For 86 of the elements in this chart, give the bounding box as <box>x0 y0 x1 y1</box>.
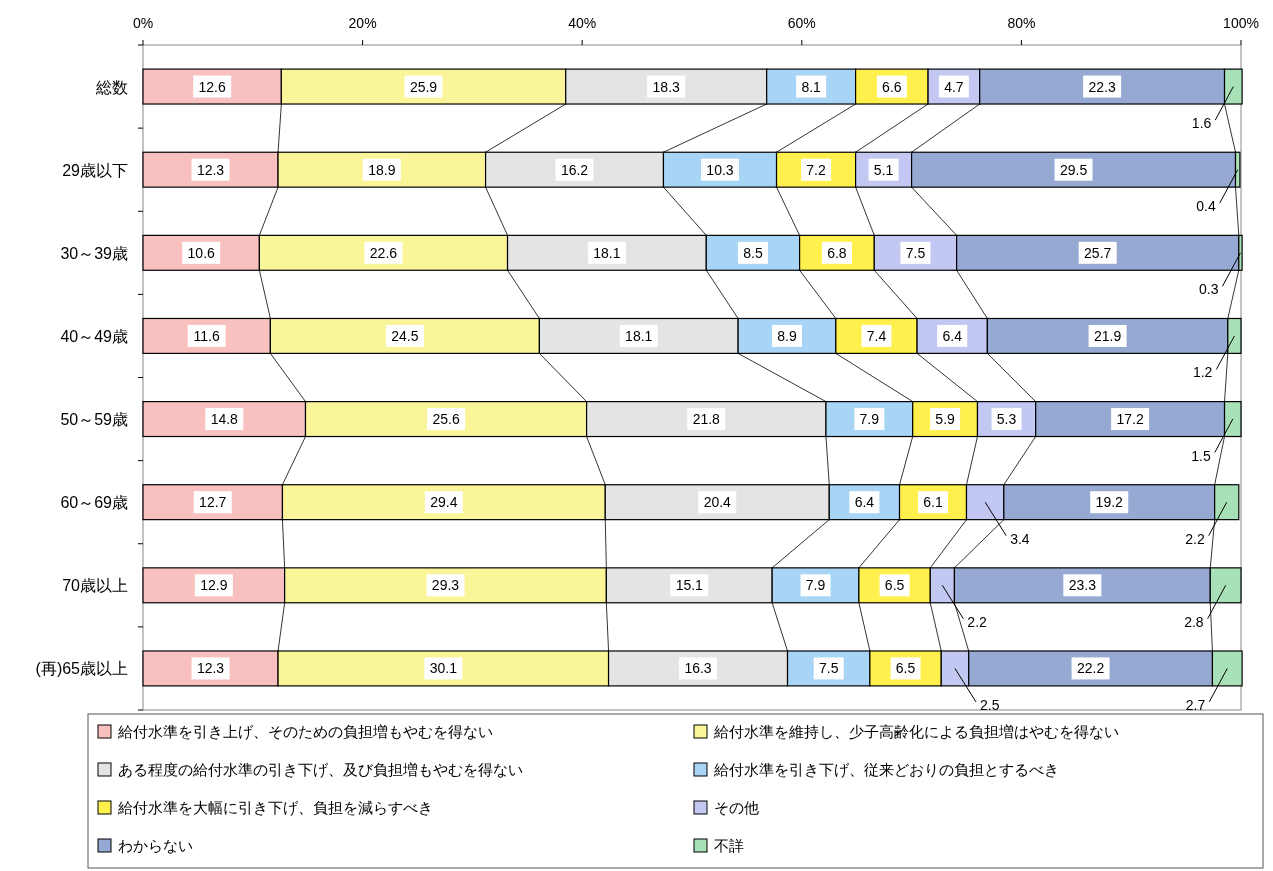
data-label: 21.9 <box>1093 327 1122 344</box>
data-label: 7.5 <box>818 660 839 677</box>
data-label: 25.7 <box>1084 244 1112 261</box>
legend-label: 給付水準を大幅に引き下げ、負担を減らすべき <box>117 799 433 816</box>
data-label: 18.9 <box>368 161 396 178</box>
data-label: 7.2 <box>806 161 827 178</box>
data-label: 5.9 <box>935 411 956 428</box>
data-label: 10.3 <box>706 161 734 178</box>
x-tick-label: 60% <box>787 15 816 31</box>
data-label: 5.1 <box>873 161 894 178</box>
x-tick-label: 40% <box>568 15 597 31</box>
data-label: 17.2 <box>1116 411 1144 428</box>
data-label: 8.1 <box>801 78 822 95</box>
data-label: 6.4 <box>854 494 875 511</box>
x-tick-label: 20% <box>348 15 377 31</box>
legend-label: ある程度の給付水準の引き下げ、及び負担増もやむを得ない <box>118 761 523 778</box>
data-label: 6.4 <box>942 327 963 344</box>
legend-label: 給付水準を引き下げ、従来どおりの負担とするべき <box>713 761 1059 778</box>
data-label: 6.1 <box>923 494 943 511</box>
data-label: 6.5 <box>895 660 916 677</box>
data-label: 19.2 <box>1095 494 1124 511</box>
data-label: 3.4 <box>1010 530 1030 547</box>
data-label: 6.8 <box>827 244 847 261</box>
data-label: 16.2 <box>560 161 589 178</box>
data-label: 29.4 <box>430 494 458 511</box>
data-label: 21.8 <box>692 411 721 428</box>
data-label: 1.5 <box>1191 447 1211 464</box>
data-label: 29.3 <box>431 577 460 594</box>
x-tick-label: 80% <box>1007 15 1036 31</box>
data-label: 11.6 <box>193 327 220 344</box>
data-label: 10.6 <box>187 244 216 261</box>
data-label: 22.2 <box>1076 660 1105 677</box>
legend-label: その他 <box>714 799 759 816</box>
data-label: 6.6 <box>882 78 902 95</box>
data-label: 1.6 <box>1191 115 1212 132</box>
data-label: 5.3 <box>996 411 1017 428</box>
data-label: 16.3 <box>684 660 712 677</box>
data-label: 14.8 <box>210 411 239 428</box>
data-label: 0.3 <box>1198 281 1219 298</box>
data-label: 25.6 <box>432 411 460 428</box>
data-label: 15.1 <box>675 577 704 594</box>
data-label: 4.7 <box>944 78 964 95</box>
data-label: 8.5 <box>743 244 763 261</box>
legend-label: 不詳 <box>714 837 744 854</box>
data-label: 12.3 <box>196 660 225 677</box>
data-label: 25.9 <box>409 78 438 95</box>
y-tick-label: 30～39歳 <box>60 244 128 262</box>
y-tick-label: 70歳以上 <box>62 577 128 595</box>
data-label: 0.4 <box>1196 198 1216 215</box>
data-label: 29.5 <box>1059 161 1088 178</box>
data-label: 30.1 <box>429 660 458 677</box>
x-tick-label: 100% <box>1223 15 1259 31</box>
data-label: 2.5 <box>979 696 1000 713</box>
data-label: 1.2 <box>1192 364 1213 381</box>
data-label: 2.8 <box>1184 613 1204 630</box>
data-label: 18.3 <box>652 78 681 95</box>
data-label: 22.3 <box>1088 78 1116 95</box>
data-label: 2.7 <box>1185 696 1206 713</box>
data-label: 7.9 <box>859 411 880 428</box>
data-label: 2.2 <box>1185 530 1205 547</box>
y-tick-label: 総数 <box>95 78 128 96</box>
data-label: 23.3 <box>1068 577 1097 594</box>
data-label: 18.1 <box>625 327 653 344</box>
y-tick-label: 40～49歳 <box>60 327 128 345</box>
y-tick-label: 50～59歳 <box>60 411 128 429</box>
data-label: 7.9 <box>805 577 826 594</box>
data-label: 12.9 <box>200 577 228 594</box>
data-label: 20.4 <box>703 494 732 511</box>
y-tick-label: (再)65歳以上 <box>35 660 128 678</box>
data-label: 22.6 <box>369 244 398 261</box>
x-tick-label: 0% <box>132 15 154 31</box>
legend-label: 給付水準を維持し、少子高齢化による負担増はやむを得ない <box>713 723 1119 740</box>
data-label: 12.7 <box>199 494 227 511</box>
data-label: 18.1 <box>593 244 621 261</box>
y-tick-label: 29歳以下 <box>62 161 128 179</box>
data-label: 7.5 <box>905 244 926 261</box>
legend-label: わからない <box>118 837 193 854</box>
y-tick-label: 60～69歳 <box>60 494 128 512</box>
data-label: 12.3 <box>196 161 225 178</box>
data-label: 24.5 <box>391 327 419 344</box>
data-label: 7.4 <box>866 327 887 344</box>
legend-label: 給付水準を引き上げ、そのための負担増もやむを得ない <box>117 723 493 740</box>
data-label: 8.9 <box>777 327 797 344</box>
data-label: 6.5 <box>884 577 905 594</box>
data-label: 2.2 <box>967 613 988 630</box>
data-label: 12.6 <box>198 78 227 95</box>
